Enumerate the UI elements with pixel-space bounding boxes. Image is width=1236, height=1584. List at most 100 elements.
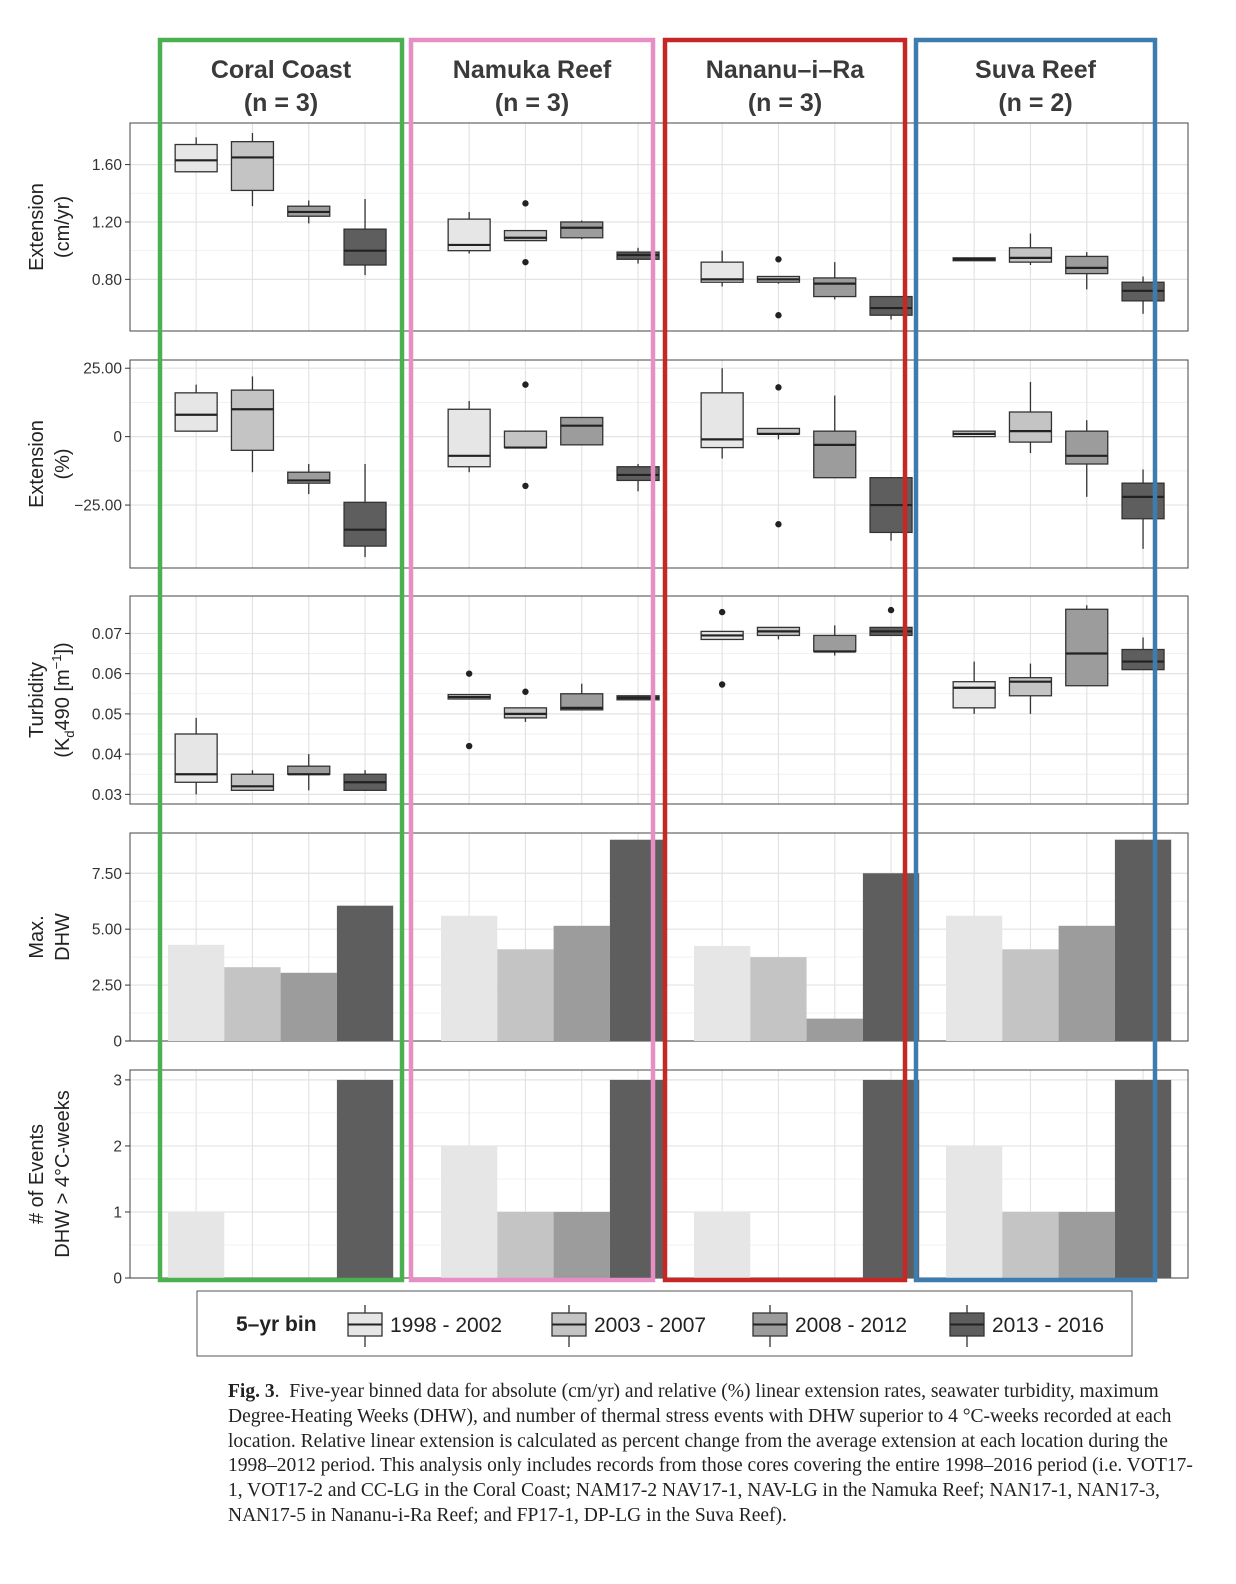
panel-bg	[403, 123, 656, 331]
outlier-point	[775, 312, 782, 319]
box	[174, 392, 218, 432]
legend-item: 2008 - 2012	[752, 1305, 907, 1347]
boxplot	[952, 430, 996, 438]
outlier-point	[465, 742, 473, 750]
row-events: 0 1 2 3 # of Events DHW > 4°C-weeks	[26, 1069, 1189, 1288]
row-turbidity: 0.03 0.04 0.05 0.06 0.07 Turbidity(Kd490 [m−1…	[26, 595, 1189, 805]
y-axis-label-line: DHW > 4°C-weeks	[52, 1090, 74, 1257]
bar	[441, 1145, 498, 1278]
legend-item: 2003 - 2007	[551, 1305, 706, 1347]
outlier-point	[465, 670, 473, 677]
location-frame	[408, 37, 656, 1283]
y-axis-label-line: # of Events	[26, 1124, 48, 1224]
y-tick-label: 7.50	[92, 866, 123, 883]
bar	[946, 1145, 1003, 1278]
boxplot	[1065, 420, 1109, 497]
panel-bg	[656, 123, 908, 331]
bar	[441, 915, 498, 1041]
boxplot	[1065, 252, 1109, 290]
box	[813, 634, 857, 653]
box	[813, 277, 857, 298]
y-tick-label: 0.05	[92, 706, 122, 723]
y-tick-label: 0.03	[92, 787, 122, 804]
boxplot	[230, 133, 275, 207]
boxplot	[1008, 381, 1053, 454]
y-axis-label: Extension (cm/yr)	[26, 183, 74, 271]
boxplot	[813, 625, 857, 656]
bar	[1002, 949, 1059, 1041]
boxplot	[756, 384, 801, 528]
y-tick-label: 1	[113, 1204, 122, 1221]
boxplot	[503, 688, 548, 722]
box	[869, 295, 913, 316]
box	[447, 408, 491, 468]
boxplot	[756, 626, 801, 640]
bar	[336, 905, 394, 1041]
outlier-point	[522, 258, 529, 266]
bar	[553, 925, 610, 1041]
boxplot	[174, 717, 218, 795]
legend-label: 2013 - 2016	[992, 1314, 1104, 1337]
panel-bg	[908, 596, 1188, 804]
outlier-point	[775, 256, 782, 263]
bar	[862, 1079, 920, 1278]
boxplot	[447, 401, 491, 473]
y-axis-label-line: (%)	[52, 448, 74, 479]
box	[1008, 677, 1053, 697]
panel-bg	[656, 360, 908, 568]
location-title: Nananu–i–Ra	[706, 56, 865, 84]
box	[560, 416, 604, 446]
boxplot	[447, 670, 491, 750]
box	[503, 430, 548, 449]
boxplot	[700, 250, 744, 287]
box	[1065, 255, 1109, 275]
boxplot	[503, 200, 548, 266]
y-axis-label-line: Turbidity	[26, 662, 48, 738]
legend-label: 2008 - 2012	[795, 1314, 907, 1337]
boxplot	[343, 464, 387, 558]
y-tick-label: 1.60	[92, 157, 123, 174]
box	[952, 681, 996, 709]
row-frame	[129, 122, 1189, 332]
boxplot	[343, 770, 387, 791]
bar	[946, 915, 1003, 1041]
figure-caption: Fig. 3. Five-year binned data for absolu…	[228, 1381, 1193, 1526]
bar	[497, 1211, 554, 1278]
y-tick-label: 25.00	[83, 361, 122, 378]
bar	[806, 1018, 863, 1041]
legend-title: 5–yr bin	[236, 1313, 317, 1336]
boxplot	[287, 200, 331, 224]
bar	[168, 944, 225, 1041]
boxplot	[813, 262, 857, 300]
legend-item: 2013 - 2016	[949, 1305, 1104, 1347]
y-tick-label: 5.00	[92, 922, 123, 939]
panel-bg	[908, 360, 1188, 568]
y-axis-label-line: Extension	[26, 183, 48, 271]
box	[230, 773, 275, 791]
panel-bg	[130, 596, 403, 804]
bar	[862, 873, 920, 1041]
y-axis-label: Max. DHW	[26, 913, 74, 961]
box	[1008, 247, 1053, 263]
outlier-point	[718, 681, 726, 688]
y-tick-label: 2	[113, 1138, 122, 1155]
panel-bg	[403, 360, 656, 568]
boxplot	[503, 381, 548, 490]
bar	[609, 839, 667, 1041]
bar	[1058, 1211, 1115, 1278]
y-axis-label: Turbidity(Kd490 [m−1])	[26, 642, 77, 757]
sample-size-label: (n = 3)	[244, 89, 318, 117]
box	[560, 221, 604, 239]
y-tick-label: 0.06	[92, 666, 122, 683]
y-axis-label-line: Extension	[26, 420, 48, 508]
box	[1121, 648, 1165, 671]
box	[616, 466, 660, 482]
y-axis-label-line: (Kd490 [m−1])	[49, 642, 77, 757]
bar	[694, 945, 751, 1041]
boxplot	[230, 376, 275, 473]
location-frame	[157, 37, 405, 1283]
bar	[609, 1079, 667, 1278]
box	[230, 389, 275, 451]
